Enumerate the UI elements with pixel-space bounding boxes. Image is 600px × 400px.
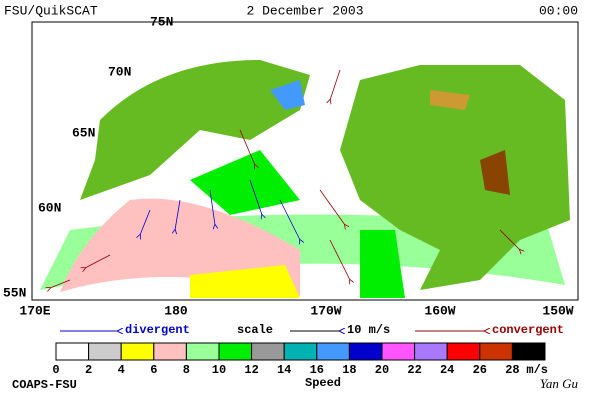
footer-right: Yan Gu bbox=[540, 376, 579, 391]
color-box bbox=[511, 342, 546, 361]
colorbar-tick: 20 bbox=[375, 363, 389, 377]
colorbar-tick: 6 bbox=[150, 363, 157, 377]
colorbar-unit: m/s bbox=[526, 363, 548, 377]
lat-label: 60N bbox=[38, 200, 61, 215]
date: 2 December 2003 bbox=[246, 3, 363, 18]
lat-label: 55N bbox=[3, 285, 26, 300]
scale-value: 10 m/s bbox=[347, 323, 390, 337]
wind-arrows bbox=[50, 69, 520, 288]
colorbar-tick: 28 bbox=[505, 363, 519, 377]
colorbar: 0 2 4 6 8 10 12 14 16 18 20 22 24 26 28 m/s bbox=[52, 342, 548, 377]
color-box bbox=[381, 342, 416, 361]
color-box bbox=[283, 342, 318, 361]
map-body bbox=[40, 60, 570, 298]
lon-label: 150W bbox=[542, 303, 573, 318]
colorbar-tick: 26 bbox=[473, 363, 487, 377]
lon-label: 160W bbox=[424, 303, 455, 318]
colorbar-tick: 24 bbox=[440, 363, 454, 377]
color-box bbox=[414, 342, 448, 361]
lon-label: 170W bbox=[310, 303, 341, 318]
divergent-label: divergent bbox=[125, 323, 190, 337]
scale-label: scale bbox=[237, 323, 273, 337]
lat-labels: 75N 70N 65N 60N 55N bbox=[3, 14, 173, 300]
lon-label: 170E bbox=[19, 303, 50, 318]
colorbar-tick: 10 bbox=[212, 363, 226, 377]
color-box bbox=[185, 342, 220, 361]
color-box bbox=[88, 342, 122, 361]
footer-left: COAPS-FSU bbox=[12, 378, 77, 392]
color-box bbox=[55, 342, 90, 361]
colorbar-label: Speed bbox=[305, 376, 341, 390]
colorbar-tick: 4 bbox=[118, 363, 125, 377]
colorbar-tick: 22 bbox=[407, 363, 421, 377]
colorbar-tick: 0 bbox=[52, 363, 59, 377]
color-box bbox=[120, 342, 155, 361]
color-box bbox=[348, 342, 383, 361]
colorbar-tick: 8 bbox=[183, 363, 190, 377]
convergent-label: convergent bbox=[492, 323, 564, 337]
color-box bbox=[316, 342, 350, 361]
colorbar-tick: 2 bbox=[85, 363, 92, 377]
colorbar-tick: 16 bbox=[310, 363, 324, 377]
lat-label: 75N bbox=[150, 14, 173, 29]
colorbar-tick: 18 bbox=[342, 363, 356, 377]
color-box bbox=[153, 342, 187, 361]
color-box bbox=[479, 342, 513, 361]
time: 00:00 bbox=[539, 3, 578, 18]
color-box bbox=[218, 342, 253, 361]
lat-label: 70N bbox=[108, 64, 131, 79]
colorbar-tick: 14 bbox=[277, 363, 291, 377]
color-box bbox=[251, 342, 285, 361]
color-box bbox=[446, 342, 481, 361]
title: FSU/QuikSCAT bbox=[4, 3, 98, 18]
lon-label: 180 bbox=[164, 303, 188, 318]
lat-label: 65N bbox=[72, 125, 95, 140]
lon-labels: 170E 180 170W 160W 150W bbox=[19, 303, 573, 318]
colorbar-tick: 12 bbox=[244, 363, 258, 377]
